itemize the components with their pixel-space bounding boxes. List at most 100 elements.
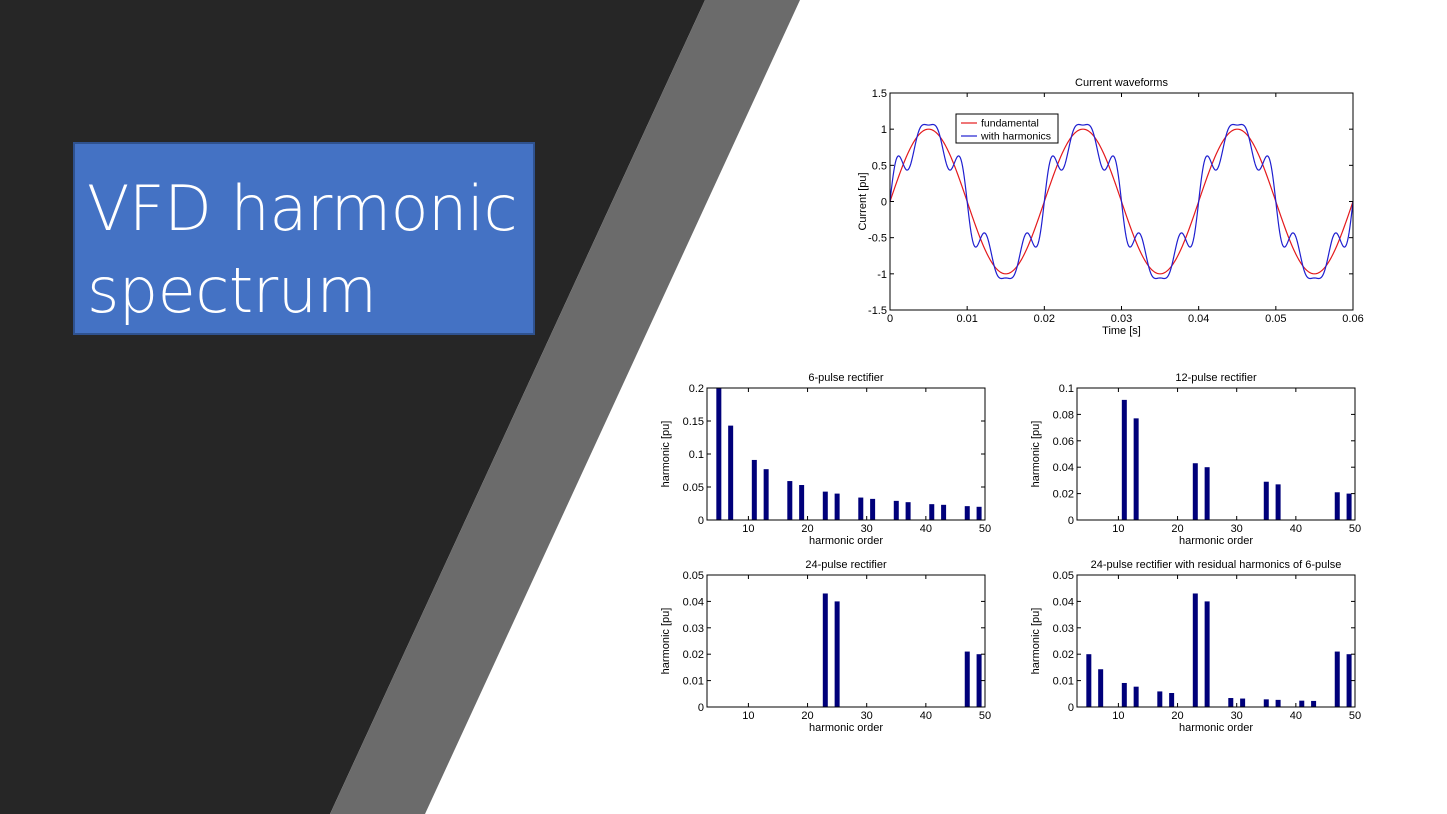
- pulse12-ytick-label: 0.04: [1053, 462, 1074, 474]
- waveforms-ylabel: Current [pu]: [857, 172, 869, 230]
- pulse24res-plot-area: [1077, 575, 1355, 707]
- pulse24res-bar: [1086, 654, 1092, 707]
- pulse24res-ytick-label: 0.03: [1053, 623, 1074, 635]
- pulse24-xtick-label: 10: [742, 710, 754, 722]
- pulse24res-bar: [1240, 698, 1246, 707]
- pulse12-xtick-label: 50: [1349, 523, 1361, 535]
- waveforms-ytick-label: 1: [881, 124, 887, 136]
- pulse24res-bar: [1263, 699, 1269, 707]
- pulse24-axes-frame: [706, 574, 986, 708]
- pulse12-chart: 10 20 30 40 50 0 0.02 0.04 0.06 0.08 0.1 12-pulse r…: [1030, 372, 1361, 547]
- pulse12-ytick-label: 0.02: [1053, 489, 1074, 501]
- slide-title-line-2: spectrum: [87, 254, 377, 327]
- pulse12-xlabel: harmonic order: [1179, 535, 1253, 547]
- waveforms-chart: 0 0.01 0.02 0.03 0.04 0.05 0.06 -1.5 -1 -0.5 0 0.5 1…: [857, 77, 1364, 337]
- waveforms-xtick-label: 0.04: [1188, 313, 1209, 325]
- waveforms-ytick-label: -1: [877, 269, 887, 281]
- pulse24-bar: [964, 651, 970, 707]
- pulse6-title: 6-pulse rectifier: [808, 372, 884, 384]
- pulse24res-bar: [1204, 601, 1210, 707]
- pulse12-ytick-label: 0: [1068, 515, 1074, 527]
- waveforms-ytick-label: -1.5: [868, 305, 887, 317]
- waveforms-legend-label: with harmonics: [980, 131, 1051, 143]
- pulse12-bar: [1192, 463, 1198, 520]
- waveforms-xtick-label: 0.01: [956, 313, 977, 325]
- waveforms-legend-label: fundamental: [981, 118, 1039, 130]
- pulse24res-ytick-label: 0.01: [1053, 676, 1074, 688]
- waveforms-series-harmonics-line: [889, 123, 1354, 280]
- pulse6-xtick-label: 10: [742, 523, 754, 535]
- pulse24res-bar: [1192, 593, 1198, 707]
- pulse24res-bar: [1334, 651, 1340, 707]
- pulse6-xtick-label: 20: [801, 523, 813, 535]
- pulse24res-bar: [1228, 698, 1234, 707]
- waveforms-ytick-label: 1.5: [872, 88, 887, 100]
- waveforms-xtick-label: 0.06: [1342, 313, 1363, 325]
- pulse12-ytick-label: 0.1: [1059, 383, 1074, 395]
- pulse24res-ytick-label: 0.04: [1053, 596, 1074, 608]
- pulse6-bar: [858, 497, 864, 520]
- pulse24res-ytick-label: 0.05: [1053, 570, 1074, 582]
- pulse12-bar: [1121, 399, 1127, 520]
- pulse24-xtick-label: 20: [801, 710, 813, 722]
- pulse24res-xtick-label: 50: [1349, 710, 1361, 722]
- pulse6-bar: [751, 459, 757, 520]
- slide-title: VFD harmonic spectrum: [87, 168, 525, 332]
- pulse24res-ytick-label: 0.02: [1053, 649, 1074, 661]
- pulse24res-bar: [1346, 654, 1352, 707]
- pulse6-ytick-label: 0.15: [683, 416, 704, 428]
- pulse12-bar: [1334, 492, 1340, 520]
- pulse24res-bar: [1157, 691, 1163, 707]
- pulse24-title: 24-pulse rectifier: [805, 559, 887, 571]
- title-box: VFD harmonic spectrum: [73, 142, 535, 335]
- pulse6-bar: [822, 491, 828, 520]
- pulse12-ylabel: harmonic [pu]: [1030, 421, 1042, 488]
- pulse24res-xtick-label: 30: [1231, 710, 1243, 722]
- pulse12-bar: [1133, 418, 1139, 520]
- pulse24res-xtick-label: 20: [1171, 710, 1183, 722]
- pulse6-bar: [941, 504, 947, 520]
- waveforms-xtick-label: 0: [887, 313, 893, 325]
- pulse24res-bar: [1121, 682, 1127, 707]
- pulse24res-bar: [1169, 693, 1175, 707]
- pulse24res-chart: 10 20 30 40 50 0 0.01 0.02 0.03 0.04 0.05 24-pulse …: [1030, 559, 1361, 734]
- waveforms-ytick-label: -0.5: [868, 233, 887, 245]
- pulse6-bar: [905, 502, 911, 520]
- pulse6-xtick-label: 40: [920, 523, 932, 535]
- waveforms-ytick-label: 0.5: [872, 160, 887, 172]
- pulse24res-xtick-label: 10: [1112, 710, 1124, 722]
- pulse24res-bar: [1098, 669, 1104, 707]
- waveforms-xlabel: Time [s]: [1102, 325, 1141, 337]
- pulse24-ytick-label: 0.03: [683, 623, 704, 635]
- pulse24-xlabel: harmonic order: [809, 722, 883, 734]
- pulse6-xlabel: harmonic order: [809, 535, 883, 547]
- pulse12-xtick-label: 10: [1112, 523, 1124, 535]
- pulse6-plot-area: [707, 388, 985, 520]
- pulse6-bar: [929, 504, 935, 520]
- pulse24-ytick-label: 0.01: [683, 676, 704, 688]
- pulse24res-xtick-label: 40: [1290, 710, 1302, 722]
- pulse24-ytick-label: 0: [698, 702, 704, 714]
- pulse6-ytick-label: 0.1: [689, 449, 704, 461]
- pulse6-ytick-label: 0: [698, 515, 704, 527]
- waveforms-xtick-label: 0.03: [1111, 313, 1132, 325]
- pulse24-xtick-label: 30: [861, 710, 873, 722]
- pulse6-ytick-label: 0.05: [683, 482, 704, 494]
- pulse24res-bar: [1311, 700, 1317, 707]
- pulse12-ytick-label: 0.08: [1053, 409, 1074, 421]
- pulse24res-ylabel: harmonic [pu]: [1030, 608, 1042, 675]
- pulse12-xtick-label: 20: [1171, 523, 1183, 535]
- pulse12-axes-frame: [1076, 387, 1356, 521]
- pulse6-ytick-label: 0.2: [689, 383, 704, 395]
- pulse24-bar: [976, 654, 982, 707]
- pulse12-bar: [1204, 467, 1210, 520]
- pulse6-bar: [964, 506, 970, 520]
- waveforms-title: Current waveforms: [1075, 77, 1168, 89]
- pulse12-bar: [1346, 493, 1352, 520]
- pulse24res-xlabel: harmonic order: [1179, 722, 1253, 734]
- pulse12-title: 12-pulse rectifier: [1175, 372, 1257, 384]
- pulse24res-bar: [1299, 700, 1305, 707]
- pulse24res-bar: [1275, 699, 1281, 707]
- pulse12-plot-area: [1077, 388, 1355, 520]
- waveforms-xtick-label: 0.05: [1265, 313, 1286, 325]
